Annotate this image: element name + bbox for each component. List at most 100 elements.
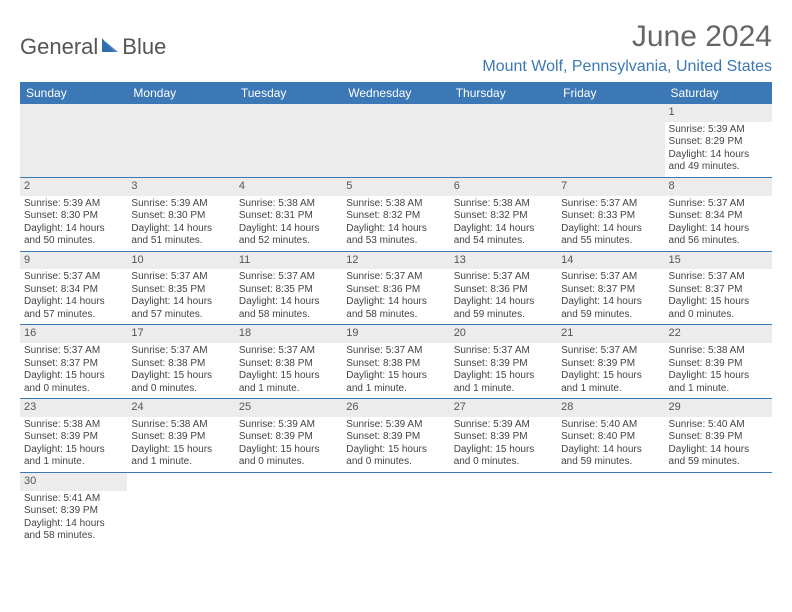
day-number: 14: [557, 252, 664, 270]
sunrise-text: Sunrise: 5:38 AM: [346, 198, 445, 211]
day-number: 3: [127, 178, 234, 196]
daylight-text: and 59 minutes.: [454, 309, 553, 322]
sunset-text: Sunset: 8:38 PM: [346, 358, 445, 371]
calendar-day-cell: [557, 472, 664, 545]
daylight-text: Daylight: 15 hours: [24, 370, 123, 383]
daylight-text: and 1 minute.: [131, 456, 230, 469]
sunset-text: Sunset: 8:39 PM: [669, 431, 768, 444]
calendar-day-cell: 24Sunrise: 5:38 AMSunset: 8:39 PMDayligh…: [127, 399, 234, 473]
day-number: 8: [665, 178, 772, 196]
sunset-text: Sunset: 8:34 PM: [669, 210, 768, 223]
daylight-text: and 52 minutes.: [239, 235, 338, 248]
daylight-text: Daylight: 14 hours: [561, 223, 660, 236]
calendar-day-cell: 2Sunrise: 5:39 AMSunset: 8:30 PMDaylight…: [20, 177, 127, 251]
day-number: 12: [342, 252, 449, 270]
calendar-day-cell: 15Sunrise: 5:37 AMSunset: 8:37 PMDayligh…: [665, 251, 772, 325]
month-title: June 2024: [482, 20, 772, 54]
day-number: 13: [450, 252, 557, 270]
location: Mount Wolf, Pennsylvania, United States: [482, 58, 772, 76]
calendar-day-cell: 20Sunrise: 5:37 AMSunset: 8:39 PMDayligh…: [450, 325, 557, 399]
day-number: 23: [20, 399, 127, 417]
daylight-text: and 49 minutes.: [669, 161, 768, 174]
sunset-text: Sunset: 8:38 PM: [239, 358, 338, 371]
sunrise-text: Sunrise: 5:39 AM: [454, 419, 553, 432]
weekday-header: Thursday: [450, 82, 557, 104]
day-number: 9: [20, 252, 127, 270]
sunrise-text: Sunrise: 5:37 AM: [561, 345, 660, 358]
daylight-text: and 0 minutes.: [239, 456, 338, 469]
daylight-text: Daylight: 15 hours: [346, 370, 445, 383]
calendar-day-cell: 21Sunrise: 5:37 AMSunset: 8:39 PMDayligh…: [557, 325, 664, 399]
daylight-text: Daylight: 14 hours: [131, 223, 230, 236]
sunset-text: Sunset: 8:35 PM: [131, 284, 230, 297]
daylight-text: and 1 minute.: [561, 383, 660, 396]
calendar-day-cell: 1Sunrise: 5:39 AMSunset: 8:29 PMDaylight…: [665, 104, 772, 177]
daylight-text: Daylight: 14 hours: [669, 149, 768, 162]
daylight-text: and 53 minutes.: [346, 235, 445, 248]
day-number: 22: [665, 325, 772, 343]
calendar-day-cell: [127, 104, 234, 177]
day-number: 18: [235, 325, 342, 343]
sunset-text: Sunset: 8:39 PM: [669, 358, 768, 371]
calendar-day-cell: [557, 104, 664, 177]
calendar-day-cell: 23Sunrise: 5:38 AMSunset: 8:39 PMDayligh…: [20, 399, 127, 473]
sunset-text: Sunset: 8:37 PM: [561, 284, 660, 297]
calendar-day-cell: 22Sunrise: 5:38 AMSunset: 8:39 PMDayligh…: [665, 325, 772, 399]
sunrise-text: Sunrise: 5:38 AM: [24, 419, 123, 432]
sunset-text: Sunset: 8:35 PM: [239, 284, 338, 297]
daylight-text: and 1 minute.: [239, 383, 338, 396]
calendar-day-cell: [342, 472, 449, 545]
daylight-text: and 51 minutes.: [131, 235, 230, 248]
calendar-day-cell: 30Sunrise: 5:41 AMSunset: 8:39 PMDayligh…: [20, 472, 127, 545]
day-number: 2: [20, 178, 127, 196]
day-number: 17: [127, 325, 234, 343]
day-number: 11: [235, 252, 342, 270]
daylight-text: and 58 minutes.: [24, 530, 123, 543]
calendar-day-cell: 25Sunrise: 5:39 AMSunset: 8:39 PMDayligh…: [235, 399, 342, 473]
day-number: 28: [557, 399, 664, 417]
sunrise-text: Sunrise: 5:37 AM: [454, 345, 553, 358]
day-number: 10: [127, 252, 234, 270]
calendar-day-cell: 3Sunrise: 5:39 AMSunset: 8:30 PMDaylight…: [127, 177, 234, 251]
sunrise-text: Sunrise: 5:37 AM: [131, 345, 230, 358]
day-number: 30: [20, 473, 127, 491]
day-number: 4: [235, 178, 342, 196]
daylight-text: Daylight: 14 hours: [454, 296, 553, 309]
daylight-text: and 54 minutes.: [454, 235, 553, 248]
daylight-text: Daylight: 15 hours: [454, 370, 553, 383]
calendar-day-cell: 12Sunrise: 5:37 AMSunset: 8:36 PMDayligh…: [342, 251, 449, 325]
daylight-text: Daylight: 14 hours: [561, 296, 660, 309]
sail-icon: [100, 34, 120, 60]
calendar-day-cell: 16Sunrise: 5:37 AMSunset: 8:37 PMDayligh…: [20, 325, 127, 399]
daylight-text: Daylight: 15 hours: [669, 370, 768, 383]
calendar-day-cell: 4Sunrise: 5:38 AMSunset: 8:31 PMDaylight…: [235, 177, 342, 251]
sunrise-text: Sunrise: 5:37 AM: [239, 345, 338, 358]
calendar-week-row: 30Sunrise: 5:41 AMSunset: 8:39 PMDayligh…: [20, 472, 772, 545]
daylight-text: and 0 minutes.: [669, 309, 768, 322]
daylight-text: Daylight: 14 hours: [346, 223, 445, 236]
day-number: 25: [235, 399, 342, 417]
calendar-day-cell: [665, 472, 772, 545]
daylight-text: Daylight: 14 hours: [24, 296, 123, 309]
daylight-text: Daylight: 14 hours: [24, 223, 123, 236]
sunrise-text: Sunrise: 5:37 AM: [24, 271, 123, 284]
daylight-text: and 59 minutes.: [669, 456, 768, 469]
sunrise-text: Sunrise: 5:37 AM: [131, 271, 230, 284]
day-number: 7: [557, 178, 664, 196]
day-number: 29: [665, 399, 772, 417]
sunrise-text: Sunrise: 5:37 AM: [669, 271, 768, 284]
sunset-text: Sunset: 8:33 PM: [561, 210, 660, 223]
calendar-day-cell: 13Sunrise: 5:37 AMSunset: 8:36 PMDayligh…: [450, 251, 557, 325]
calendar-day-cell: 26Sunrise: 5:39 AMSunset: 8:39 PMDayligh…: [342, 399, 449, 473]
sunrise-text: Sunrise: 5:39 AM: [669, 124, 768, 137]
header: General Blue June 2024 Mount Wolf, Penns…: [20, 20, 772, 76]
calendar-day-cell: [450, 104, 557, 177]
brand-logo: General Blue: [20, 34, 166, 60]
daylight-text: Daylight: 14 hours: [561, 444, 660, 457]
weekday-header: Tuesday: [235, 82, 342, 104]
calendar-day-cell: [235, 104, 342, 177]
daylight-text: Daylight: 14 hours: [346, 296, 445, 309]
calendar-week-row: 9Sunrise: 5:37 AMSunset: 8:34 PMDaylight…: [20, 251, 772, 325]
calendar-week-row: 16Sunrise: 5:37 AMSunset: 8:37 PMDayligh…: [20, 325, 772, 399]
brand-part1: General: [20, 34, 98, 60]
